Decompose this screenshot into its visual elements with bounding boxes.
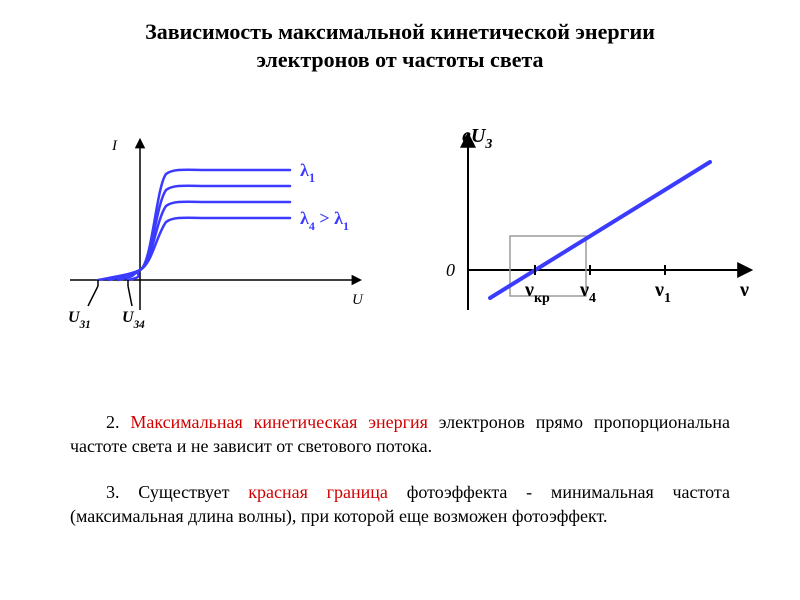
- svg-text:U31: U31: [68, 309, 91, 331]
- svg-text:νкр: νкр: [524, 279, 550, 306]
- svg-text:U34: U34: [122, 309, 145, 331]
- left-chart: I Uλ1 λ4 > λ1 U31 U34: [60, 120, 390, 360]
- svg-text:ν: ν: [739, 279, 749, 301]
- page-title: Зависимость максимальной кинетической эн…: [0, 18, 800, 73]
- svg-text:U: U: [352, 292, 364, 308]
- paragraph-2: 2. Максимальная кинетическая энергия эле…: [70, 410, 730, 459]
- svg-text:ν4: ν4: [579, 279, 596, 306]
- svg-text:I: I: [111, 138, 118, 154]
- para3-keyword: красная граница: [248, 482, 388, 502]
- right-chart: νкр ν4 ν1 eU3 ν 0: [420, 120, 760, 360]
- para3-lead: 3. Существует: [106, 482, 248, 502]
- svg-text:λ1: λ1: [300, 160, 315, 185]
- svg-text:λ4 > λ1: λ4 > λ1: [300, 208, 349, 233]
- title-line-1: Зависимость максимальной кинетической эн…: [145, 19, 655, 44]
- paragraph-3: 3. Существует красная граница фотоэффект…: [70, 480, 730, 529]
- charts-row: I Uλ1 λ4 > λ1 U31 U34 νкр ν4 ν1 eU3 ν 0: [60, 120, 760, 360]
- para2-keyword: Максимальная кинетическая энергия: [130, 412, 428, 432]
- svg-text:0: 0: [446, 260, 455, 280]
- right-chart-svg: νкр ν4 ν1 eU3 ν 0: [420, 120, 760, 350]
- title-line-2: электронов от частоты света: [256, 47, 543, 72]
- left-chart-svg: I Uλ1 λ4 > λ1 U31 U34: [60, 120, 380, 350]
- svg-text:eU3: eU3: [462, 125, 492, 152]
- svg-text:ν1: ν1: [654, 279, 671, 306]
- para2-lead: 2.: [106, 412, 130, 432]
